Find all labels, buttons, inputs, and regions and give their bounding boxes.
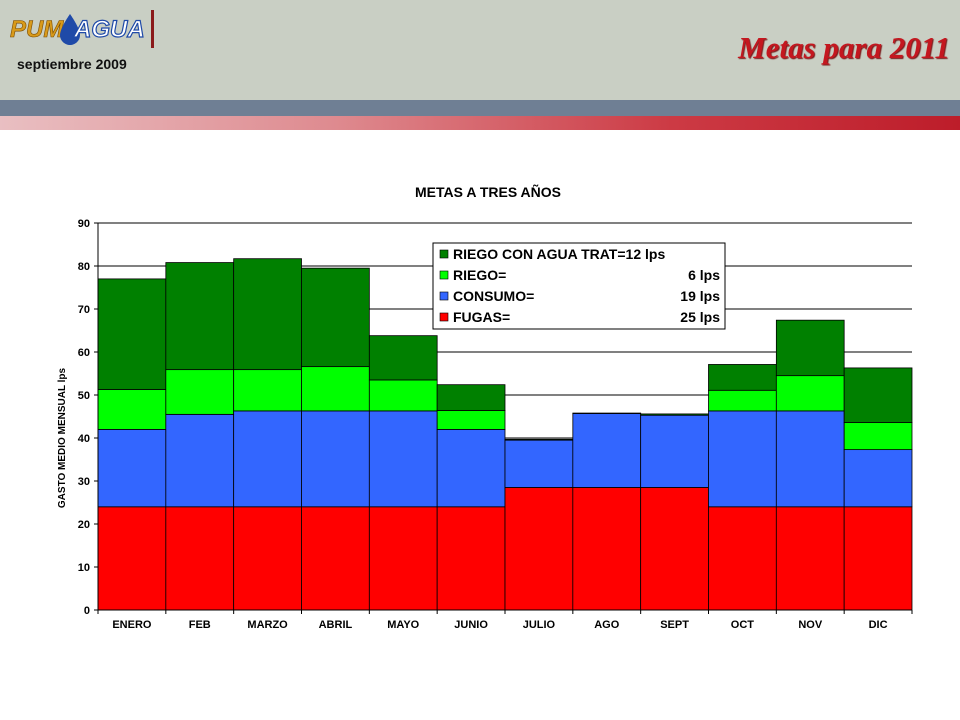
- bar-consumo-enero: [97, 428, 167, 508]
- legend-swatch-fugas: [439, 312, 449, 322]
- y-tick-label: 50: [78, 390, 90, 402]
- x-tick-label: JUNIO: [454, 619, 488, 631]
- legend-value-consumo: 19 lps: [680, 288, 720, 304]
- legend-value-riego: 6 lps: [688, 267, 720, 283]
- x-tick-label: OCT: [731, 619, 755, 631]
- bar-consumo-mayo: [368, 410, 438, 508]
- legend-label-fugas: FUGAS=: [453, 309, 510, 325]
- legend-value-fugas: 25 lps: [680, 309, 720, 325]
- axes: 0 10 20 30 40 50 60 70 80 90 ENERO FEB MARZO ABRIL MAY…: [78, 218, 913, 631]
- bar-riego-enero: [97, 389, 167, 430]
- bar-consumo-marzo: [233, 410, 302, 508]
- bar-fugas-dic: [843, 506, 913, 611]
- x-tick-label: DIC: [869, 619, 888, 631]
- y-tick-label: 40: [78, 433, 90, 445]
- bar-riego_trat-mayo: [368, 335, 438, 381]
- bar-riego-dic: [843, 422, 913, 451]
- bar-consumo-ago: [572, 413, 642, 488]
- bar-riego-abril: [301, 366, 370, 412]
- y-tick-label: 80: [78, 261, 90, 273]
- bar-consumo-oct: [708, 410, 777, 508]
- bars: [97, 258, 913, 611]
- x-tick-label: AGO: [594, 619, 620, 631]
- bar-riego-feb: [165, 369, 235, 415]
- svg-text:AGUA: AGUA: [73, 16, 145, 43]
- bar-fugas-marzo: [233, 506, 302, 611]
- y-tick-label: 70: [78, 304, 90, 316]
- bar-fugas-julio: [504, 487, 574, 611]
- bar-fugas-mayo: [368, 506, 438, 611]
- bar-fugas-enero: [97, 506, 167, 611]
- legend-box: [432, 242, 726, 330]
- x-tick-label: SEPT: [660, 619, 689, 631]
- bar-riego_trat-junio: [436, 384, 506, 411]
- bar-riego_trat-abril: [301, 267, 370, 368]
- bar-riego-marzo: [233, 369, 302, 412]
- bar-riego_trat-sept: [640, 413, 709, 416]
- bar-fugas-oct: [708, 506, 777, 611]
- y-tick-label: 10: [78, 562, 90, 574]
- bar-fugas-abril: [301, 506, 370, 611]
- bar-riego-junio: [436, 410, 506, 430]
- y-tick-label: 0: [84, 605, 90, 617]
- legend-label-riego_trat: RIEGO CON AGUA TRAT=12 lps: [453, 246, 665, 262]
- legend-swatch-riego: [439, 270, 449, 280]
- bar-consumo-junio: [436, 428, 506, 508]
- legend-swatch-riego_trat: [439, 249, 449, 259]
- x-tick-label: ABRIL: [319, 619, 353, 631]
- bar-riego_trat-nov: [775, 319, 845, 377]
- header-band: [0, 100, 960, 116]
- bar-fugas-sept: [640, 487, 709, 611]
- bar-riego-oct: [708, 389, 777, 412]
- bar-consumo-dic: [843, 449, 913, 508]
- x-tick-label: MAYO: [387, 619, 419, 631]
- legend-swatch-consumo: [439, 291, 449, 301]
- page-title: Metas para 2011: [738, 30, 950, 65]
- y-tick-label: 90: [78, 218, 90, 230]
- y-axis-label: GASTO MEDIO MENSUAL lps: [57, 367, 68, 508]
- bar-riego_trat-enero: [97, 278, 167, 390]
- bar-consumo-nov: [775, 410, 845, 508]
- bar-riego_trat-marzo: [233, 258, 302, 371]
- x-tick-label: FEB: [189, 619, 211, 631]
- legend: RIEGO CON AGUA TRAT=12 lps RIEGO= 6 lps CON…: [432, 242, 726, 330]
- chart-title: METAS A TRES AÑOS: [415, 183, 561, 200]
- x-tick-label: ENERO: [112, 619, 152, 631]
- x-tick-label: NOV: [798, 619, 823, 631]
- bar-riego_trat-dic: [843, 367, 913, 423]
- bar-consumo-abril: [301, 410, 370, 508]
- bar-riego-nov: [775, 375, 845, 412]
- pumagua-logo: PUM AGUA: [10, 10, 154, 48]
- header-bar: [0, 0, 960, 100]
- legend-label-riego: RIEGO=: [453, 267, 506, 283]
- bar-fugas-junio: [436, 506, 506, 611]
- header-date: septiembre 2009: [17, 56, 127, 72]
- x-tick-label: JULIO: [523, 619, 556, 631]
- svg-text:PUM: PUM: [10, 16, 64, 43]
- bar-fugas-feb: [165, 506, 235, 611]
- y-tick-label: 60: [78, 347, 90, 359]
- bar-riego_trat-oct: [708, 364, 777, 391]
- bar-riego-mayo: [368, 379, 438, 412]
- bar-fugas-nov: [775, 506, 845, 611]
- y-tick-label: 30: [78, 476, 90, 488]
- bar-riego_trat-feb: [165, 262, 235, 371]
- header-gradient-stripe: [0, 116, 960, 130]
- bar-consumo-feb: [165, 413, 235, 508]
- bar-consumo-sept: [640, 414, 709, 488]
- x-tick-label: MARZO: [247, 619, 288, 631]
- y-tick-label: 20: [78, 519, 90, 531]
- bar-fugas-ago: [572, 487, 642, 611]
- bar-consumo-julio: [504, 439, 574, 488]
- legend-label-consumo: CONSUMO=: [453, 288, 534, 304]
- bar-riego_trat-julio: [504, 438, 574, 441]
